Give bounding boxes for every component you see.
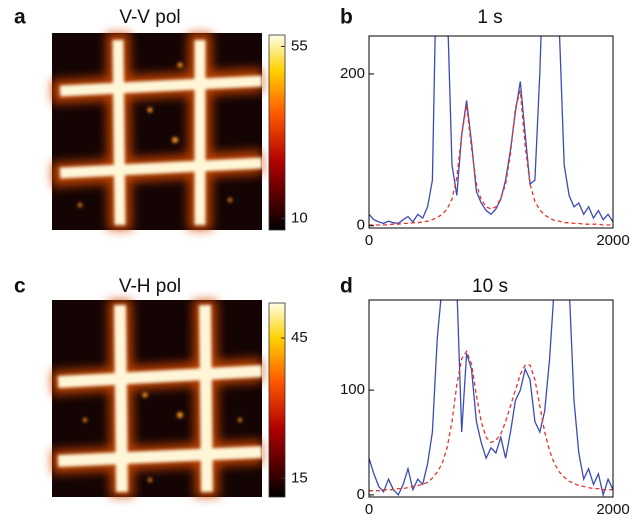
axes-frame [368, 299, 614, 498]
colorbar-tick-label: 55 [291, 37, 308, 54]
heatmap-image [51, 299, 263, 498]
chart-title: 1 s [477, 7, 502, 28]
panel-label: a [14, 6, 26, 29]
chart-title: V-H pol [119, 276, 181, 297]
x-tick-label: 0 [365, 232, 373, 249]
data-line [369, 349, 613, 492]
panel-label: d [340, 275, 353, 298]
y-tick-label: 200 [340, 65, 365, 82]
x-tick-label: 2000 [596, 232, 629, 249]
chart-title: 10 s [472, 276, 508, 297]
y-tick-label: 0 [357, 486, 365, 503]
data-line [369, 36, 613, 225]
chart-title: V-V pol [119, 7, 180, 28]
panel-label: c [14, 275, 26, 298]
plot-area [369, 36, 613, 228]
data-line [369, 90, 613, 226]
colorbar [268, 302, 286, 498]
colorbar-tick-label: 15 [291, 469, 308, 486]
heatmap-image [51, 32, 263, 231]
colorbar-tick-label: 10 [291, 209, 308, 226]
panel-label: b [340, 6, 353, 29]
axes-frame [368, 35, 614, 229]
y-tick-label: 100 [340, 381, 365, 398]
colorbar [268, 34, 286, 231]
x-tick-label: 2000 [596, 501, 629, 518]
colorbar-tick-label: 45 [291, 329, 308, 346]
plot-area [369, 300, 613, 497]
y-tick-label: 0 [357, 217, 365, 234]
data-line [369, 300, 613, 497]
x-tick-label: 0 [365, 501, 373, 518]
